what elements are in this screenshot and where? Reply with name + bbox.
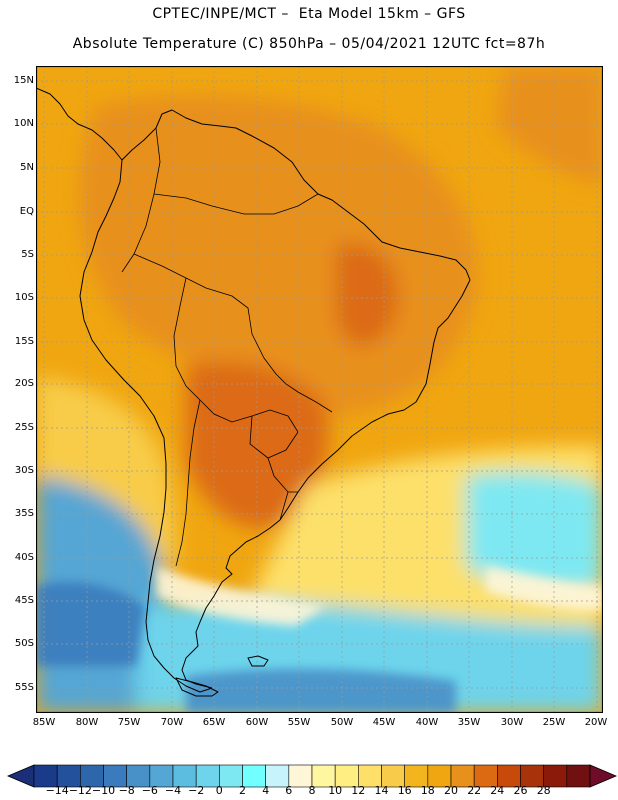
colorbar-label: 0 bbox=[215, 784, 223, 797]
colorbar-label: 4 bbox=[262, 784, 270, 797]
colorbar-label: 18 bbox=[420, 784, 435, 797]
lon-label: 85W bbox=[32, 717, 56, 728]
map-frame bbox=[36, 66, 603, 713]
field-deep-cold-2 bbox=[186, 669, 456, 713]
colorbar-label: 16 bbox=[397, 784, 412, 797]
field-deep-cold-1 bbox=[36, 582, 146, 666]
lon-label: 75W bbox=[117, 717, 141, 728]
coastlines bbox=[36, 87, 471, 697]
colorbar-under-arrow bbox=[6, 764, 35, 788]
colorbar-label: 28 bbox=[536, 784, 551, 797]
lon-label: 45W bbox=[372, 717, 396, 728]
colorbar-label: 10 bbox=[328, 784, 343, 797]
border-7 bbox=[175, 399, 201, 567]
lat-label: 50S bbox=[14, 638, 34, 649]
coast-central-america bbox=[36, 87, 123, 161]
lat-label: 35S bbox=[14, 508, 34, 519]
lat-label: EQ bbox=[19, 206, 34, 217]
country-borders bbox=[121, 127, 333, 567]
title-line-2: Absolute Temperature (C) 850hPa – 05/04/… bbox=[72, 36, 546, 52]
colorbar-label: 22 bbox=[467, 784, 482, 797]
colorbar-label: −12 bbox=[68, 784, 92, 797]
field-cool-atlantic bbox=[466, 471, 603, 590]
colorbar-label: 26 bbox=[513, 784, 528, 797]
lat-label: 55S bbox=[14, 682, 34, 693]
colorbar-over-arrow bbox=[589, 764, 618, 788]
coast-pacific-south bbox=[79, 159, 213, 693]
colorbar-label: −6 bbox=[141, 784, 158, 797]
colorbar-label: 12 bbox=[351, 784, 366, 797]
lat-label: 5N bbox=[20, 162, 34, 173]
lon-label: 40W bbox=[415, 717, 439, 728]
border-1 bbox=[121, 127, 161, 273]
lat-label: 10S bbox=[14, 292, 34, 303]
temperature-map bbox=[36, 66, 603, 713]
lon-label: 65W bbox=[202, 717, 226, 728]
border-2 bbox=[153, 193, 319, 215]
lat-label: 5S bbox=[21, 249, 34, 260]
field-pale-east bbox=[486, 566, 603, 611]
colorbar-label: −4 bbox=[164, 784, 182, 797]
lon-label: 30W bbox=[500, 717, 524, 728]
colorbar-label: −2 bbox=[188, 784, 205, 797]
lat-label: 40S bbox=[14, 552, 34, 563]
lon-label: 70W bbox=[160, 717, 184, 728]
lon-label: 25W bbox=[542, 717, 566, 728]
lon-label: 50W bbox=[330, 717, 354, 728]
lat-label: 45S bbox=[14, 595, 34, 606]
colorbar-label: −14 bbox=[45, 784, 69, 797]
lat-label: 30S bbox=[14, 465, 34, 476]
colorbar-cell bbox=[566, 764, 591, 788]
colorbar-label: 6 bbox=[285, 784, 293, 797]
lat-label: 15N bbox=[13, 75, 34, 86]
field-hot-ne bbox=[336, 244, 398, 346]
lon-label: 55W bbox=[287, 717, 311, 728]
coast-caribbean bbox=[121, 109, 471, 281]
border-4 bbox=[251, 333, 333, 413]
lon-label: 60W bbox=[245, 717, 269, 728]
lon-label: 80W bbox=[75, 717, 99, 728]
coast-brazil-east bbox=[279, 279, 471, 521]
field-hot-core bbox=[186, 362, 329, 528]
lat-label: 25S bbox=[14, 422, 34, 433]
lon-label: 35W bbox=[457, 717, 481, 728]
colorbar bbox=[6, 764, 618, 788]
colorbar-label: −8 bbox=[118, 784, 135, 797]
coast-argentina-east bbox=[181, 519, 281, 689]
title-line-1: CPTEC/INPE/MCT – Eta Model 15km – GFS bbox=[152, 6, 466, 22]
border-9 bbox=[267, 457, 298, 493]
field-pale-band bbox=[156, 566, 326, 626]
lat-label: 20S bbox=[14, 378, 34, 389]
field-warm-east bbox=[496, 66, 603, 186]
border-10 bbox=[279, 491, 289, 521]
map-canvas bbox=[36, 66, 603, 713]
coast-falklands bbox=[247, 655, 269, 667]
lat-label: 15S bbox=[14, 336, 34, 347]
colorbar-label: −10 bbox=[91, 784, 116, 797]
colorbar-label: 20 bbox=[444, 784, 458, 797]
lon-label: 20W bbox=[584, 717, 608, 728]
colorbar-label: 24 bbox=[490, 784, 505, 797]
colorbar-label: 8 bbox=[308, 784, 316, 797]
border-3 bbox=[133, 253, 253, 335]
coast-tierra-del-fuego bbox=[175, 677, 219, 697]
border-5 bbox=[173, 277, 201, 401]
colorbar-cells bbox=[33, 764, 591, 788]
lat-label: 10N bbox=[13, 118, 34, 129]
colorbar-label: 14 bbox=[374, 784, 389, 797]
colorbar-label: 2 bbox=[239, 784, 246, 797]
